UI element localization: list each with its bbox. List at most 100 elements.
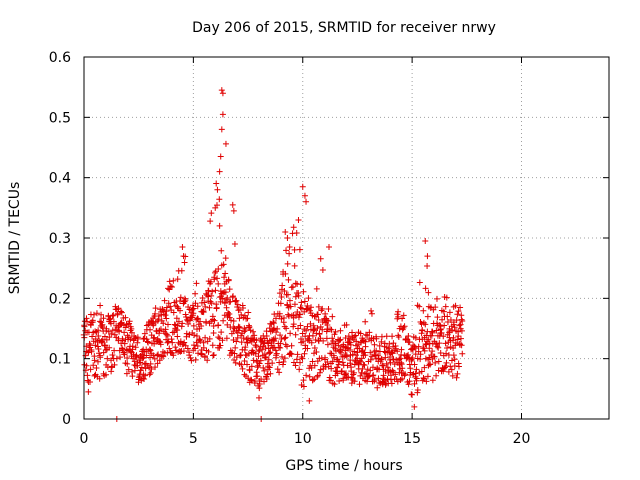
data-point: [270, 320, 277, 327]
data-point: [422, 285, 429, 292]
data-point: [210, 322, 217, 329]
data-point: [211, 276, 218, 283]
data-point: [311, 362, 318, 369]
data-point: [225, 277, 232, 284]
data-point: [232, 344, 239, 351]
data-point: [209, 313, 216, 320]
data-point: [347, 357, 354, 364]
data-point: [178, 267, 185, 274]
data-point: [141, 376, 148, 383]
data-point: [276, 310, 283, 317]
data-point: [122, 314, 129, 321]
data-point: [303, 198, 310, 205]
data-point: [101, 333, 108, 340]
data-point: [226, 286, 233, 293]
data-point: [212, 287, 219, 294]
data-point: [97, 354, 104, 361]
data-point: [173, 315, 180, 322]
data-point: [274, 325, 281, 332]
data-point: [419, 327, 426, 334]
data-point: [174, 333, 181, 340]
data-point: [440, 333, 447, 340]
data-point: [361, 349, 368, 356]
data-point: [110, 318, 117, 325]
data-point: [351, 333, 358, 340]
data-point: [200, 339, 207, 346]
data-point: [190, 322, 197, 329]
data-point: [155, 351, 162, 358]
data-point: [183, 316, 190, 323]
data-point: [383, 360, 390, 367]
data-point: [295, 292, 302, 299]
data-point: [164, 321, 171, 328]
data-point: [98, 323, 105, 330]
x-tick-label: 10: [294, 431, 312, 447]
data-point: [147, 360, 154, 367]
data-point: [177, 307, 184, 314]
data-point: [301, 192, 308, 199]
data-point: [144, 338, 151, 345]
data-point: [204, 292, 211, 299]
data-point: [292, 362, 299, 369]
data-point: [454, 336, 461, 343]
data-point: [389, 333, 396, 340]
data-point: [458, 342, 465, 349]
data-point: [202, 334, 209, 341]
data-point: [348, 374, 355, 381]
data-point: [295, 314, 302, 321]
data-point: [192, 290, 199, 297]
data-point: [92, 328, 99, 335]
data-point: [456, 322, 463, 329]
data-point: [317, 323, 324, 330]
data-point: [356, 345, 363, 352]
data-point: [337, 336, 344, 343]
data-point: [328, 326, 335, 333]
data-point: [394, 348, 401, 355]
data-point: [424, 253, 431, 260]
data-point: [159, 305, 166, 312]
data-point: [238, 361, 245, 368]
data-point: [458, 327, 465, 334]
data-point: [282, 228, 289, 235]
data-point: [95, 345, 102, 352]
plot-frame: [83, 56, 610, 420]
data-point: [219, 337, 226, 344]
data-point: [245, 309, 252, 316]
data-point: [114, 310, 121, 317]
data-point: [237, 352, 244, 359]
data-point: [224, 321, 231, 328]
data-point: [432, 304, 439, 311]
data-point: [324, 341, 331, 348]
data-point: [206, 304, 213, 311]
data-point: [454, 311, 461, 318]
data-point: [416, 369, 423, 376]
data-point: [435, 358, 442, 365]
data-point: [401, 372, 408, 379]
data-point: [216, 196, 223, 203]
data-point: [284, 343, 291, 350]
data-point: [147, 354, 154, 361]
data-point: [266, 364, 273, 371]
data-point: [304, 323, 311, 330]
data-point: [231, 241, 238, 248]
data-point: [121, 340, 128, 347]
data-point: [314, 325, 321, 332]
data-point: [139, 355, 146, 362]
data-point: [170, 352, 177, 359]
data-point: [262, 353, 269, 360]
data-point: [93, 310, 100, 317]
data-point: [223, 335, 230, 342]
data-point: [427, 361, 434, 368]
data-point: [219, 295, 226, 302]
data-point: [396, 356, 403, 363]
data-point: [304, 345, 311, 352]
data-point: [291, 262, 298, 269]
data-point: [236, 324, 243, 331]
data-point: [152, 364, 159, 371]
data-point: [167, 283, 174, 290]
data-point: [249, 349, 256, 356]
y-tick-label: 0.3: [49, 231, 71, 247]
data-point: [359, 365, 366, 372]
data-point: [272, 315, 279, 322]
data-point: [132, 344, 139, 351]
